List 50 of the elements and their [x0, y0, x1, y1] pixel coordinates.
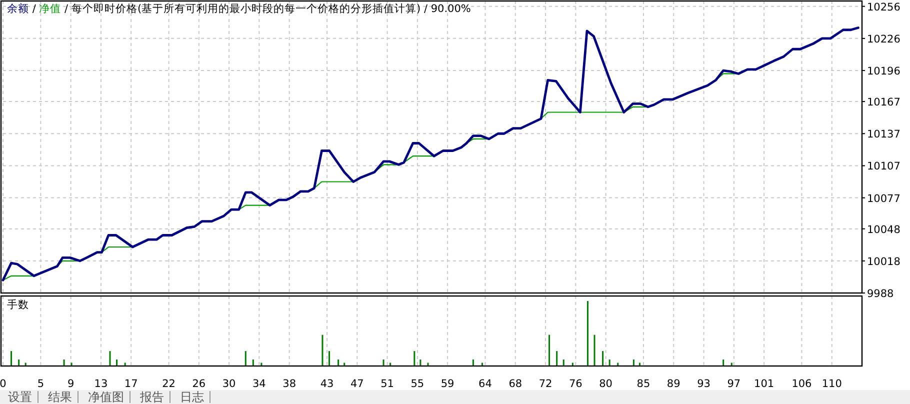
x-tick-label: 72 [538, 378, 552, 390]
text: 余额 [7, 2, 29, 15]
x-tick-label: 43 [320, 378, 334, 390]
x-tick-label: 110 [822, 378, 842, 390]
x-tick-label: 26 [192, 378, 206, 390]
x-tick-label: 5 [37, 378, 44, 390]
x-tick-label: 76 [568, 378, 583, 390]
x-tick-label: 51 [380, 378, 394, 390]
x-tick-label: 9 [67, 378, 74, 390]
y-tick-label: 10077 [867, 192, 900, 205]
y-tick-label: 9988 [867, 288, 894, 300]
x-tick-label: 64 [478, 378, 492, 390]
text: 日志 [180, 390, 204, 404]
x-tick-label: 97 [727, 378, 741, 390]
text: 结果 [48, 390, 72, 404]
x-tick-label: 101 [754, 378, 774, 390]
chart-title: 手数 [7, 298, 29, 311]
x-tick-label: 55 [410, 378, 424, 390]
y-tick-label: 10256 [867, 1, 901, 14]
y-tick-label: 10196 [867, 66, 901, 78]
chart-title: 每个即时价格(基于所有可利用的最小时段的每一个价格的分形插值计算) [71, 2, 421, 15]
x-tick-label: 22 [162, 378, 176, 390]
text: 净值 [39, 3, 62, 15]
y-tick-label: 10226 [867, 33, 901, 46]
text: 净值图 [88, 390, 124, 404]
x-tick-label: 38 [282, 378, 296, 390]
annotation: / [61, 3, 72, 15]
x-tick-label: 106 [792, 378, 812, 390]
x-tick-label: 17 [124, 378, 138, 390]
x-tick-label: 80 [599, 378, 612, 390]
chart-subtitle: 90.00% [430, 3, 471, 15]
y-tick-label: 10167 [867, 96, 900, 109]
x-tick-label: 89 [666, 378, 680, 390]
x-tick-label: 0 [0, 378, 6, 390]
y-tick-label: 10048 [867, 224, 900, 236]
x-tick-label: 85 [636, 378, 650, 390]
annotation: / [29, 3, 40, 15]
y-tick-label: 10018 [867, 256, 900, 268]
x-tick-label: 68 [508, 378, 522, 390]
x-tick-label: 93 [697, 378, 710, 390]
y-tick-label: 10107 [867, 160, 900, 173]
text: 报告 [139, 390, 164, 404]
annotation: / [420, 3, 431, 15]
y-tick-label: 10137 [867, 128, 900, 141]
x-tick-label: 59 [440, 378, 454, 390]
text: 设置 [8, 390, 32, 404]
x-tick-label: 34 [252, 378, 266, 390]
x-tick-label: 30 [222, 378, 236, 390]
x-tick-label: 47 [350, 378, 364, 390]
x-tick-label: 13 [94, 378, 108, 390]
